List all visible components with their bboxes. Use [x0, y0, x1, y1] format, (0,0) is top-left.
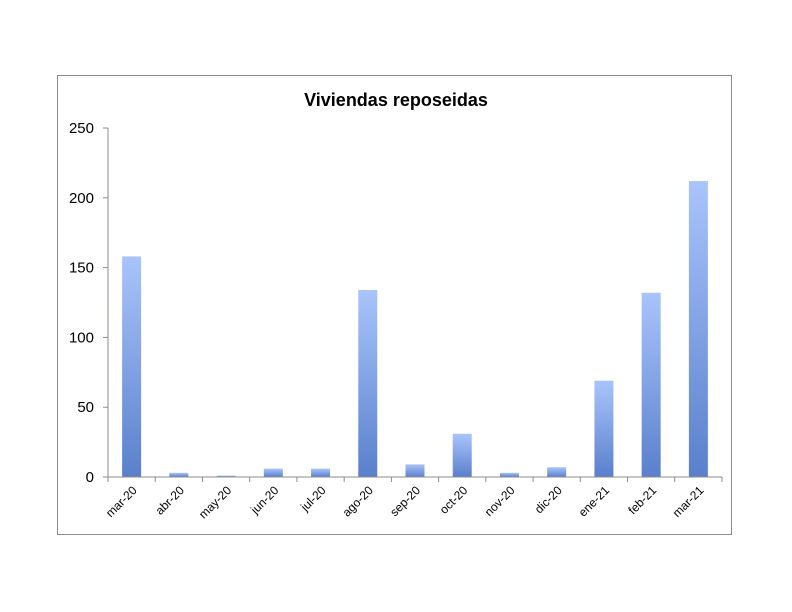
bar-mar-21: [688, 181, 708, 477]
x-tick-label: dic-20: [532, 483, 565, 516]
y-tick-label: 250: [69, 120, 94, 137]
axes-layer: 0 50 100 150 200 250 mar-20 abr-20 may-20 jun-20 j…: [69, 120, 723, 521]
x-tick-label: jul-20: [297, 483, 329, 515]
y-tick-label: 100: [69, 329, 94, 346]
chart-title: Viviendas reposeidas: [304, 90, 488, 110]
y-tick-label: 150: [69, 260, 94, 277]
bar-feb-21: [641, 292, 661, 477]
x-tick-label: mar-20: [103, 483, 140, 520]
bar-ene-21: [594, 380, 614, 477]
x-tick-label: mar-21: [670, 483, 707, 520]
bar-sep-20: [405, 464, 425, 477]
y-tick-label: 0: [86, 469, 94, 486]
x-tick-label: abr-20: [153, 483, 188, 518]
bar-jul-20: [311, 468, 331, 477]
y-tick-label: 50: [77, 399, 94, 416]
x-tick-label: ene-21: [576, 483, 613, 520]
bar-abr-20: [169, 472, 189, 477]
x-tick-label: feb-21: [625, 483, 659, 517]
bar-ago-20: [358, 289, 378, 477]
bar-oct-20: [452, 433, 472, 477]
x-tick-label: jun-20: [247, 483, 281, 517]
x-tick-label: oct-20: [437, 483, 471, 517]
x-tick-label: nov-20: [482, 483, 518, 519]
x-tick-label: may-20: [196, 483, 234, 521]
bar-chart: Viviendas reposeidas 0 50 100 150 200 250 mar-…: [69, 90, 723, 521]
bar-may-20: [216, 475, 236, 477]
y-tick-label: 200: [69, 190, 94, 207]
x-tick-label: sep-20: [387, 483, 423, 519]
bar-dic-20: [547, 467, 567, 477]
bars-layer: [122, 181, 708, 477]
x-tick-label: ago-20: [340, 483, 377, 520]
chart-frame: Viviendas reposeidas 0 50 100 150 200 250 mar-…: [57, 75, 732, 535]
bar-jun-20: [263, 468, 283, 477]
bar-nov-20: [499, 472, 519, 477]
bar-mar-20: [122, 256, 142, 477]
